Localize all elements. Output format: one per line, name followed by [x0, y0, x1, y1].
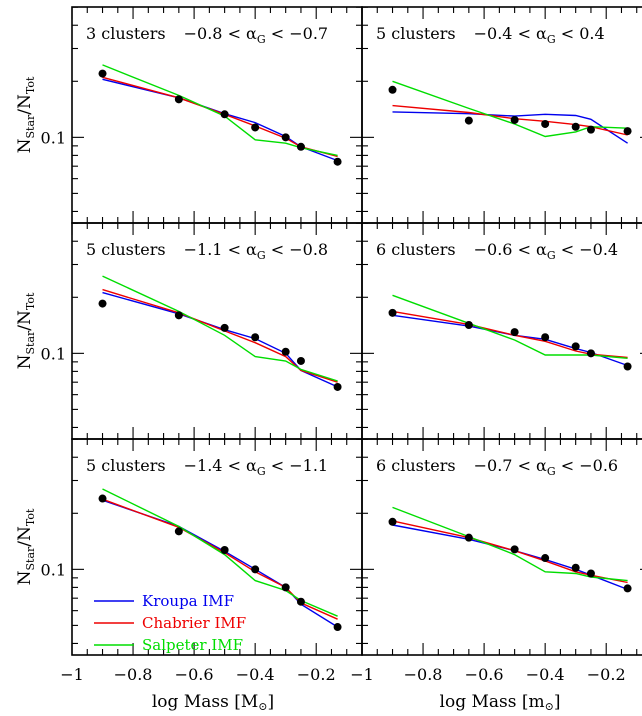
data-point — [220, 110, 229, 119]
data-point — [281, 583, 290, 592]
data-point — [174, 311, 183, 320]
data-point — [333, 623, 342, 632]
data-point — [388, 308, 397, 317]
panel-3: 0.1 5 clusters −1.1 < αG < −0.8 — [41, 222, 363, 440]
x-tick-label: −0.2 — [297, 665, 336, 684]
y-axis-label: NStar/NTot — [15, 76, 37, 153]
data-point — [586, 125, 595, 134]
data-point — [464, 116, 473, 125]
x-tick-label: −1 — [350, 665, 374, 684]
x-tick-label: −0.8 — [114, 665, 153, 684]
y-axis-label: NStar/NTot — [15, 508, 37, 585]
x-tick-label: −0.8 — [404, 665, 443, 684]
series-line-salpeter — [102, 64, 338, 157]
data-point — [541, 554, 550, 563]
data-point — [174, 527, 183, 536]
data-point — [571, 342, 580, 351]
series-line-kroupa — [392, 111, 628, 144]
data-point — [586, 569, 595, 578]
y-axis-labels: NStar/NTot NStar/NTot NStar/NTot — [15, 76, 37, 585]
data-point — [296, 142, 305, 151]
data-point — [220, 546, 229, 555]
x-axis-label-left: log Mass [M⊙] — [152, 692, 274, 713]
y-tick-label: 0.1 — [41, 128, 66, 147]
data-point — [296, 356, 305, 365]
data-point — [623, 362, 632, 371]
data-point — [623, 584, 632, 593]
data-point — [98, 299, 107, 308]
x-tick-label: −0.6 — [465, 665, 504, 684]
data-point — [571, 563, 580, 572]
data-point — [571, 122, 580, 131]
panel-6: −1 −0.8 −0.6 −0.4 −0.2 6 clusters −0.7 < αG < … — [350, 438, 642, 684]
y-tick-label: 0.1 — [41, 560, 66, 579]
data-point — [541, 333, 550, 342]
panel-annotation: 5 clusters −1.1 < αG < −0.8 — [86, 240, 328, 262]
data-point — [541, 119, 550, 128]
panel-annotation: 6 clusters −0.6 < αG < −0.4 — [376, 240, 618, 262]
panel-annotation: 6 clusters −0.7 < αG < −0.6 — [376, 456, 618, 478]
data-point — [388, 517, 397, 526]
data-point — [98, 69, 107, 78]
panel-annotation: 5 clusters −1.4 < αG < −1.1 — [86, 456, 328, 478]
data-point — [464, 533, 473, 542]
x-axis-label-right: log Mass [m⊙] — [440, 692, 561, 713]
data-point — [296, 597, 305, 606]
data-point — [510, 115, 519, 124]
data-point — [281, 133, 290, 142]
panel-4: 6 clusters −0.6 < αG < −0.4 — [361, 222, 642, 440]
series-line-chabrier — [102, 288, 338, 383]
panel-annotation: 5 clusters −0.4 < αG < 0.4 — [376, 24, 605, 46]
data-point — [333, 157, 342, 166]
data-point — [333, 382, 342, 391]
series-line-salpeter — [392, 294, 628, 359]
x-tick-label: −0.6 — [175, 665, 214, 684]
data-point — [464, 320, 473, 329]
data-point — [586, 349, 595, 358]
series-line-kroupa — [102, 291, 338, 388]
x-tick-label: −0.2 — [587, 665, 626, 684]
data-point — [281, 347, 290, 356]
data-point — [98, 494, 107, 503]
legend-label-kroupa: Kroupa IMF — [142, 592, 234, 610]
x-tick-label: −1 — [60, 665, 84, 684]
x-tick-label: −0.4 — [526, 665, 565, 684]
data-point — [251, 565, 260, 574]
y-tick-label: 0.1 — [41, 344, 66, 363]
series-line-salpeter — [392, 506, 628, 582]
y-axis-label: NStar/NTot — [15, 292, 37, 369]
data-point — [623, 127, 632, 136]
x-tick-label: −0.4 — [236, 665, 275, 684]
data-point — [388, 85, 397, 94]
data-point — [251, 333, 260, 342]
data-point — [510, 545, 519, 554]
data-point — [174, 95, 183, 104]
panel-frame — [361, 438, 642, 656]
series-line-kroupa — [392, 314, 628, 367]
panel-2: 5 clusters −0.4 < αG < 0.4 — [361, 6, 642, 224]
panel-5: 0.1 −1 −0.8 −0.6 −0.4 −0.2 5 clusters −1.4 < αG… — [41, 438, 363, 684]
data-point — [510, 328, 519, 337]
legend-label-salpeter: Salpeter IMF — [142, 636, 243, 654]
series-line-kroupa — [392, 524, 628, 591]
panel-annotation: 3 clusters −0.8 < αG < −0.7 — [86, 24, 328, 46]
legend: Kroupa IMF Chabrier IMF Salpeter IMF — [94, 592, 246, 654]
data-point — [251, 123, 260, 132]
data-point — [220, 323, 229, 332]
panels: 0.1 3 clusters −0.8 < αG < −0.7 5 clusters −… — [41, 6, 642, 684]
legend-label-chabrier: Chabrier IMF — [142, 614, 246, 632]
panel-1: 0.1 3 clusters −0.8 < αG < −0.7 — [41, 6, 363, 224]
